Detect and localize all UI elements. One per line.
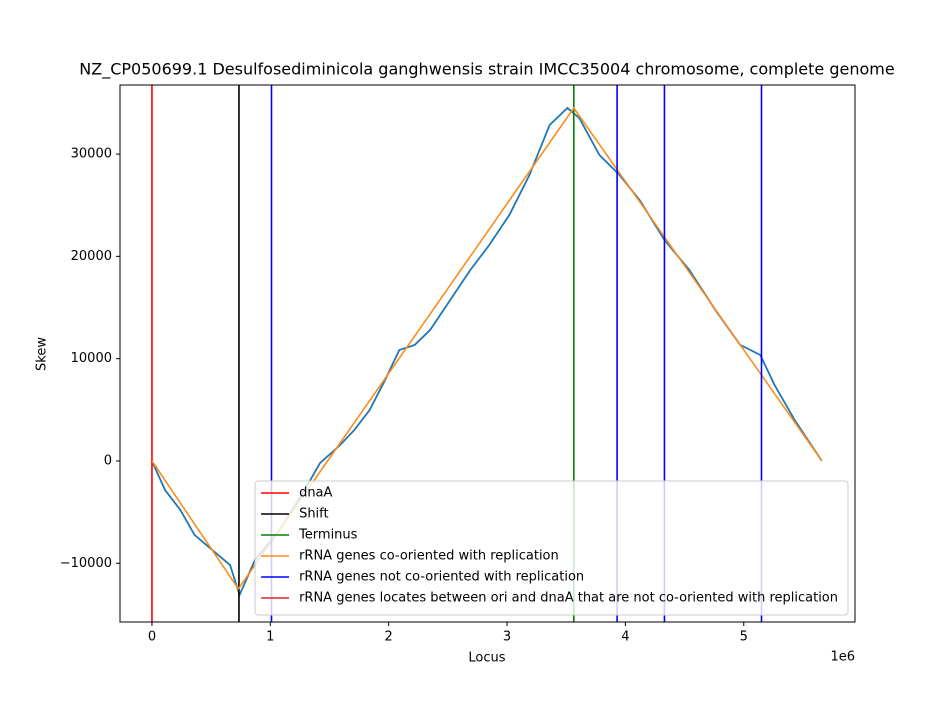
legend-label: rRNA genes locates between ori and dnaA …: [299, 591, 838, 606]
x-tick-label: 5: [740, 630, 748, 645]
legend-label: Shift: [299, 507, 329, 522]
x-offset-label: 1e6: [830, 650, 855, 665]
plot-frame: [119, 84, 856, 623]
x-tick-label: 4: [621, 630, 629, 645]
y-tick-label: 10000: [71, 351, 112, 366]
chart-title: NZ_CP050699.1 Desulfosediminicola ganghw…: [79, 60, 894, 80]
x-tick-label: 2: [385, 630, 393, 645]
x-tick-label: 1: [266, 630, 274, 645]
legend-label: rRNA genes not co-oriented with replicat…: [299, 570, 584, 585]
legend-label: Terminus: [298, 528, 358, 543]
y-tick-label: 0: [104, 453, 112, 468]
x-tick-label: 3: [503, 630, 511, 645]
y-tick-label: 30000: [71, 147, 112, 162]
legend-box: [254, 480, 849, 616]
y-axis-label: Skew: [35, 337, 50, 371]
series-line: [151, 106, 823, 591]
legend: dnaA Shift Terminus rRNA genes co-oriented …: [254, 480, 849, 616]
x-tick-label: 0: [148, 630, 156, 645]
y-tick-label: 20000: [71, 249, 112, 264]
y-tick-label: −10000: [60, 556, 112, 571]
legend-label: dnaA: [299, 486, 332, 501]
x-axis-label: Locus: [468, 651, 505, 666]
legend-label: rRNA genes co-oriented with replication: [299, 549, 559, 564]
